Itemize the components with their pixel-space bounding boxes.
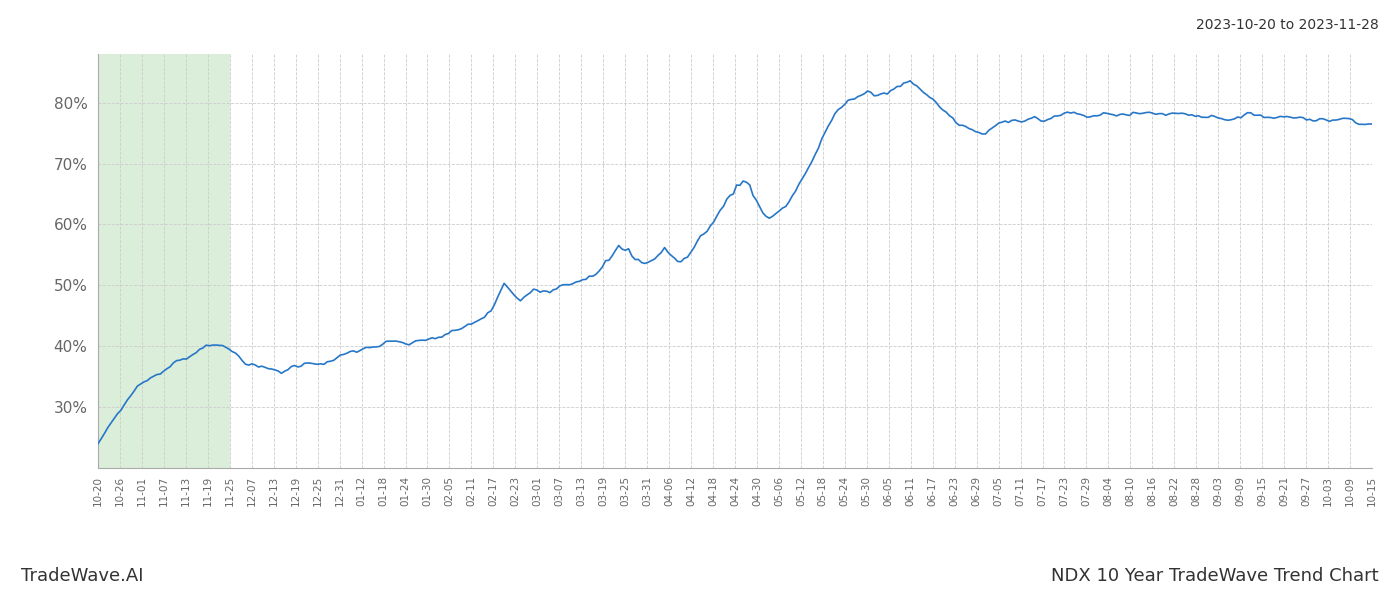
Text: 2023-10-20 to 2023-11-28: 2023-10-20 to 2023-11-28	[1196, 18, 1379, 32]
Text: NDX 10 Year TradeWave Trend Chart: NDX 10 Year TradeWave Trend Chart	[1051, 567, 1379, 585]
Text: TradeWave.AI: TradeWave.AI	[21, 567, 143, 585]
Bar	[98, 54, 230, 468]
